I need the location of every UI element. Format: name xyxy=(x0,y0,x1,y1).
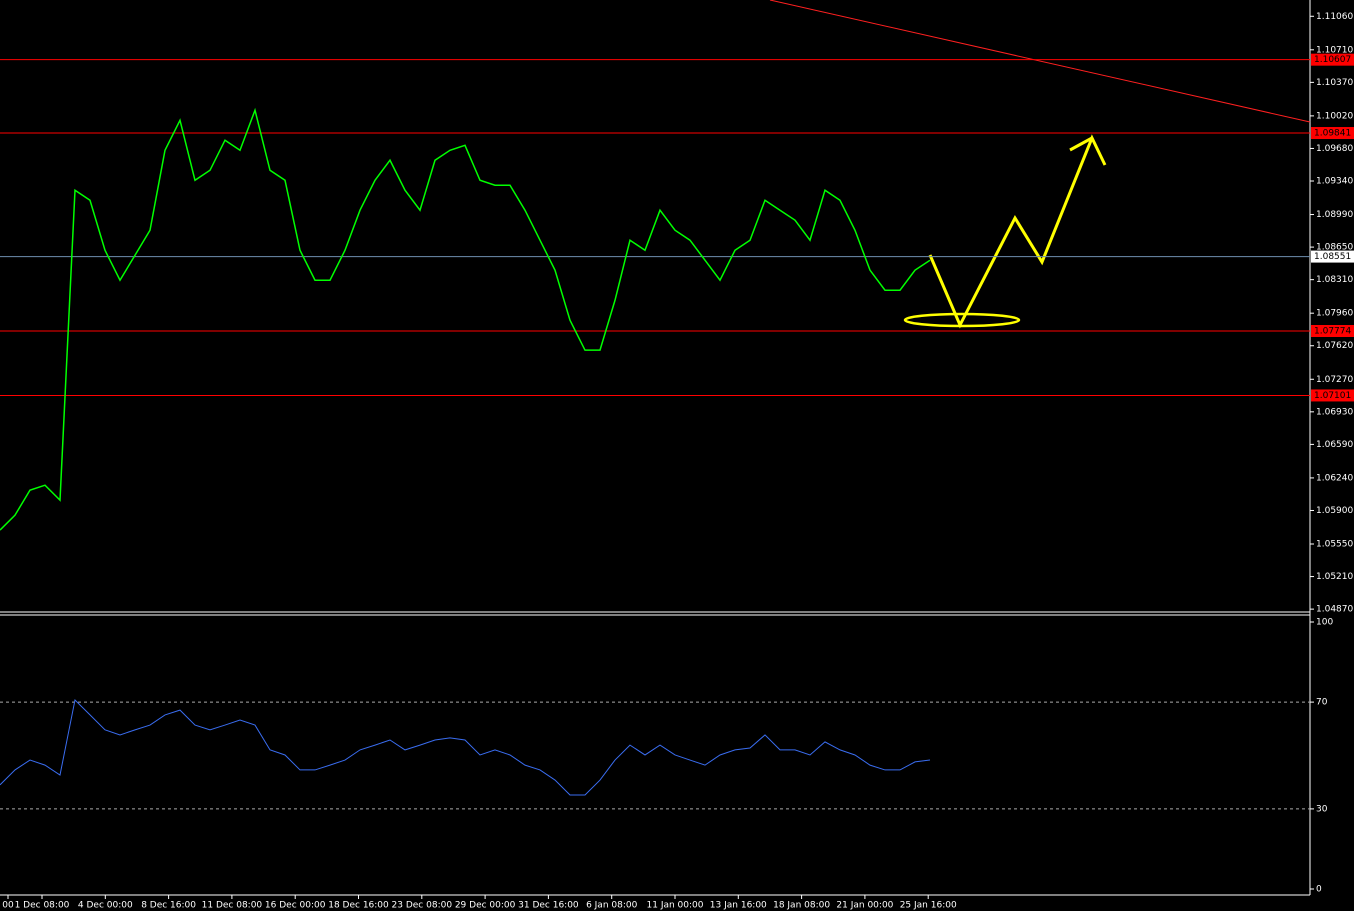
y-tick-label: 1.10370 xyxy=(1316,78,1353,88)
level-label-box xyxy=(1311,250,1354,263)
x-tick-label: 21 Jan 00:00 xyxy=(836,901,893,911)
y-tick-label: 1.05550 xyxy=(1316,540,1353,550)
x-tick-label: 11 Dec 08:00 xyxy=(202,901,263,911)
price-line xyxy=(0,107,931,531)
x-tick-label: 4 Dec 00:00 xyxy=(78,901,133,911)
level-label-box xyxy=(1311,127,1354,140)
y-tick-label: 1.08650 xyxy=(1316,243,1353,253)
x-tick-label: 23 Dec 08:00 xyxy=(392,901,453,911)
y-tick-label: 1.07270 xyxy=(1316,375,1353,385)
y-tick-label: 1.07960 xyxy=(1316,309,1353,319)
trend-line xyxy=(769,0,1311,123)
x-tick-label: 00 xyxy=(2,901,14,911)
level-label: 1.08551 xyxy=(1314,252,1351,262)
y-tick-label: 100 xyxy=(1316,618,1333,628)
x-tick-label: 29 Dec 00:00 xyxy=(455,901,516,911)
y-tick-label: 1.09340 xyxy=(1316,177,1353,187)
x-tick-label: 6 Jan 08:00 xyxy=(586,901,638,911)
x-tick-label: 18 Dec 16:00 xyxy=(328,901,389,911)
x-tick-label: 18 Jan 08:00 xyxy=(773,901,830,911)
indicator-line xyxy=(0,698,931,796)
y-tick-label: 1.11060 xyxy=(1316,12,1353,22)
y-tick-label: 30 xyxy=(1316,804,1328,814)
y-tick-label: 1.05900 xyxy=(1316,506,1353,516)
level-label: 1.07774 xyxy=(1314,326,1351,336)
y-tick-label: 1.10020 xyxy=(1316,111,1353,121)
y-tick-label: 1.09680 xyxy=(1316,144,1353,154)
x-tick-label: 25 Jan 16:00 xyxy=(900,901,957,911)
level-label: 1.10607 xyxy=(1314,55,1351,65)
y-tick-label: 1.07620 xyxy=(1316,341,1353,351)
level-label-box xyxy=(1311,53,1354,66)
y-tick-label: 1.06240 xyxy=(1316,473,1353,483)
level-label-box xyxy=(1311,324,1354,337)
x-tick-label: 8 Dec 16:00 xyxy=(141,901,196,911)
x-tick-label: 1 Dec 08:00 xyxy=(15,901,70,911)
x-tick-label: 13 Jan 16:00 xyxy=(710,901,767,911)
y-tick-label: 1.04870 xyxy=(1316,605,1353,615)
x-tick-label: 31 Dec 16:00 xyxy=(518,901,579,911)
y-tick-label: 70 xyxy=(1316,698,1328,708)
highlight-ellipse xyxy=(903,312,1021,328)
level-label: 1.09841 xyxy=(1314,129,1351,139)
x-tick-label: 11 Jan 00:00 xyxy=(647,901,704,911)
y-tick-label: 1.05210 xyxy=(1316,572,1353,582)
y-tick-label: 1.08310 xyxy=(1316,275,1353,285)
y-tick-label: 1.08990 xyxy=(1316,210,1353,220)
y-tick-label: 1.10710 xyxy=(1316,45,1353,55)
x-tick-label: 16 Dec 00:00 xyxy=(265,901,326,911)
y-tick-label: 1.06590 xyxy=(1316,440,1353,450)
projection-arrowhead xyxy=(1069,136,1093,152)
y-tick-label: 0 xyxy=(1316,885,1322,895)
level-label-box xyxy=(1311,389,1354,402)
projection-path xyxy=(928,134,1107,329)
y-tick-label: 1.06930 xyxy=(1316,407,1353,417)
level-label: 1.07101 xyxy=(1314,391,1351,401)
